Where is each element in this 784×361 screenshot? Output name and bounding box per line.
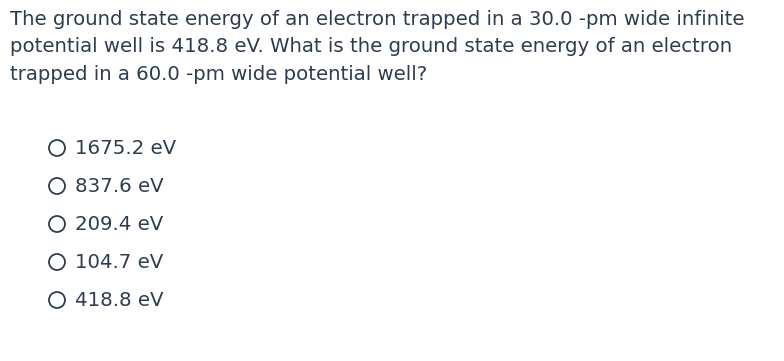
Text: 209.4 eV: 209.4 eV xyxy=(75,214,163,234)
Text: 104.7 eV: 104.7 eV xyxy=(75,252,163,271)
Text: 837.6 eV: 837.6 eV xyxy=(75,177,164,196)
Text: 1675.2 eV: 1675.2 eV xyxy=(75,139,176,157)
Text: 418.8 eV: 418.8 eV xyxy=(75,291,164,309)
Text: The ground state energy of an electron trapped in a 30.0 -pm wide infinite
poten: The ground state energy of an electron t… xyxy=(10,10,745,83)
